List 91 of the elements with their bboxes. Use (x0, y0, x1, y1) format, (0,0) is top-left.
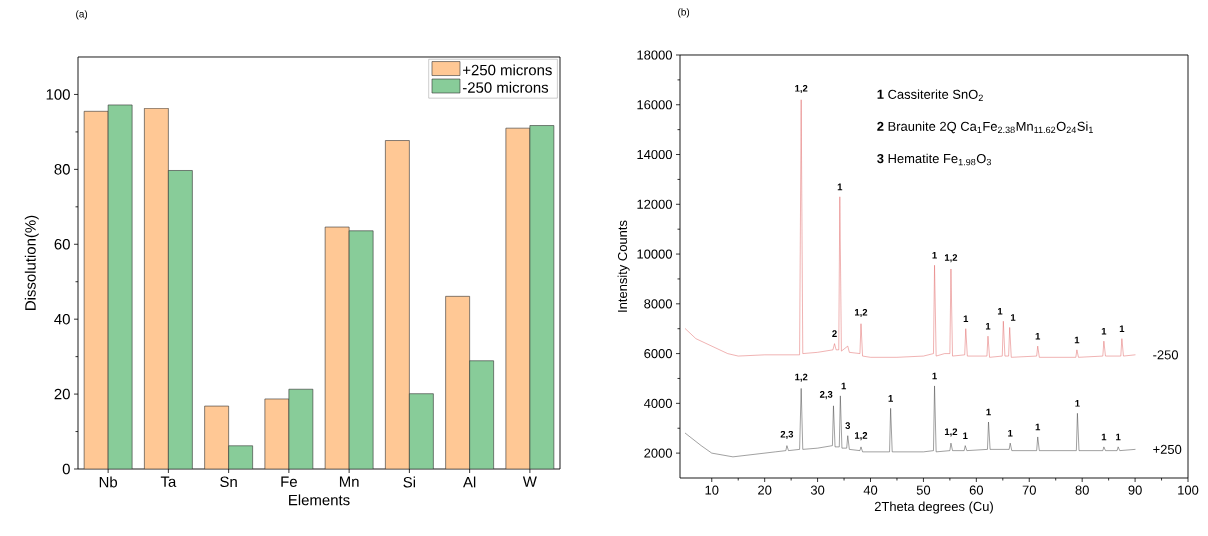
y-tick-label: 2000 (644, 448, 672, 458)
y-axis-title: Intensity Counts (617, 220, 630, 312)
legend-label: +250 microns (463, 64, 552, 76)
y-tick-label: 4000 (643, 398, 672, 408)
y-axis-title: Dissolution(%) (24, 215, 39, 310)
annotation: 1 (932, 252, 937, 259)
y-tick-label: 6000 (644, 349, 672, 359)
bar (204, 406, 229, 469)
bar (349, 230, 374, 469)
y-tick-label: 100 (46, 89, 70, 100)
y-tick-label: 40 (54, 313, 70, 325)
annotation: 1 (963, 315, 969, 322)
y-tick-label: 12000 (637, 199, 672, 209)
bar (108, 104, 133, 469)
x-tick-label: Nb (99, 476, 118, 488)
annotation: 1 (1074, 336, 1080, 344)
bar (445, 296, 470, 469)
chart-title: (b) (678, 8, 690, 18)
annotation: 1 (997, 308, 1003, 315)
annotation: 1 (963, 432, 968, 439)
x-tick-label: 20 (758, 485, 772, 495)
annotation: 3 Hematite Fe$_{1.98}$O$_{3}$ (877, 153, 991, 166)
annotation: 1,2 (795, 373, 808, 382)
annotation: 2 (832, 330, 837, 337)
annotation: 1 (985, 322, 991, 330)
bar (409, 393, 434, 469)
annotation: 1 (1008, 429, 1013, 437)
chart-title: (a) (76, 10, 88, 20)
annotation: 1,2 (855, 432, 868, 441)
x-tick-label: 70 (1022, 485, 1036, 495)
y-tick-label: 20 (54, 388, 70, 400)
annotation: 2,3 (780, 430, 794, 439)
y-tick-label: 80 (54, 164, 70, 175)
x-tick-label: Ta (160, 476, 177, 487)
annotation: 1 (1075, 400, 1080, 407)
annotation: 1 (1010, 314, 1016, 321)
bar (505, 127, 531, 469)
x-tick-label: 50 (916, 485, 931, 495)
annotation: 2,3 (819, 391, 833, 400)
annotation: 1 (1035, 332, 1041, 340)
annotation: 1 (986, 408, 991, 416)
y-tick-label: 8000 (644, 299, 672, 309)
bar (144, 108, 169, 469)
x-axis-title: 2Theta degrees (Cu) (874, 501, 993, 514)
annotation: 1 Cassiterite SnO$_{2}$ (877, 89, 983, 101)
bar (228, 445, 253, 469)
y-tick-label: 16000 (637, 100, 672, 110)
x-tick-label: 80 (1075, 485, 1089, 495)
bar (288, 389, 313, 469)
x-tick-label: 30 (810, 485, 825, 495)
x-tick-label: Fe (281, 476, 297, 487)
x-tick-label: 100 (1178, 485, 1199, 495)
x-tick-label: Si (403, 476, 416, 488)
annotation: 1,2 (944, 428, 958, 437)
annotation: 1 (888, 395, 893, 402)
annotation: 1 (841, 382, 847, 390)
x-tick-label: 90 (1128, 485, 1142, 495)
annotation: 1,2 (855, 308, 868, 318)
bar (385, 140, 410, 469)
x-tick-label: 10 (705, 485, 719, 495)
bar (325, 227, 350, 469)
annotation: 1 (1101, 433, 1107, 441)
annotation: 1 (932, 372, 937, 380)
series-label: -250 (1153, 350, 1179, 360)
y-tick-label: 14000 (637, 149, 672, 160)
bar (469, 360, 494, 469)
bar (168, 170, 193, 469)
series-label: +250 (1153, 444, 1182, 454)
y-tick-label: 18000 (637, 50, 672, 60)
annotation: 1 (837, 183, 843, 191)
annotation: 1 (1119, 325, 1125, 332)
x-axis-title: Elements (289, 494, 350, 506)
x-tick-label: Al (463, 476, 476, 488)
x-tick-label: Mn (339, 476, 359, 487)
y-tick-label: 10000 (637, 249, 672, 259)
y-tick-label: 60 (54, 238, 70, 250)
annotation: 1 (1035, 423, 1041, 431)
bar (529, 125, 555, 469)
x-tick-label: 60 (969, 485, 984, 495)
annotation: 1 (1116, 433, 1121, 441)
annotation: 1,2 (795, 85, 808, 94)
text: 2 Braunite 2Q Ca$_{1}$Fe$_{2.38}$Mn$_{11.62}$O$_{24}$Si$_{1}$ (877, 121, 1093, 134)
x-tick-label: Sn (220, 476, 237, 488)
y-tick-label: 0 (62, 463, 70, 475)
annotation: 3 (845, 422, 851, 429)
bar (84, 111, 109, 469)
x-tick-label: W (522, 476, 537, 487)
legend-label: -250 microns (462, 81, 549, 93)
x-tick-label: 40 (863, 485, 878, 495)
annotation: 1 (1101, 327, 1107, 335)
annotation: 1,2 (944, 254, 958, 263)
